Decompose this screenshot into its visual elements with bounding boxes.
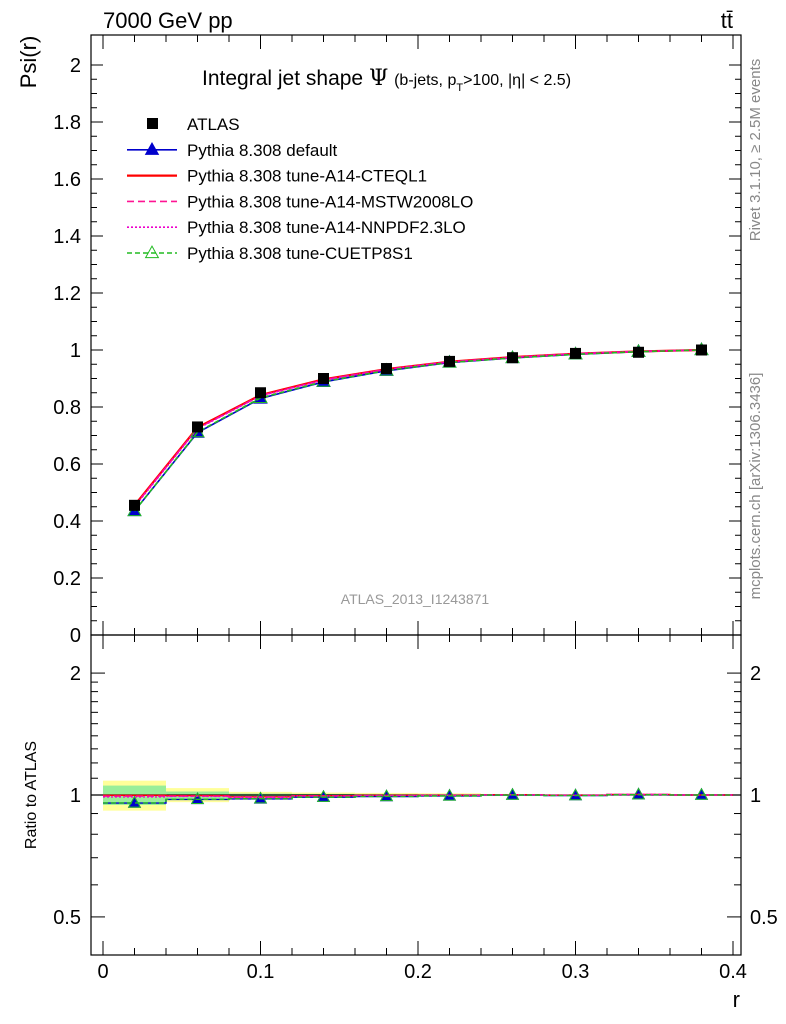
main-ytick-label: 1.8 <box>53 112 81 134</box>
legend-marker <box>144 245 160 259</box>
plot-title-sub-b: >100, |η| < 2.5) <box>463 72 571 89</box>
rivet-version-label: Rivet 3.1.10, ≥ 2.5M events <box>747 59 764 242</box>
series-line <box>133 349 702 512</box>
series-line <box>133 349 702 512</box>
ratio-series-marker <box>316 789 331 802</box>
atlas-data-point <box>570 347 581 359</box>
ratio-xtick-label: 0.3 <box>562 961 590 983</box>
plot-title-main: Integral jet shape <box>202 67 363 90</box>
ratio-xtick-label: 0.2 <box>404 961 432 983</box>
plot-title: Integral jet shape Ψ (b-jets, pT>100, |η… <box>202 66 571 94</box>
plot-title-sub-a: (b-jets, p <box>394 72 456 89</box>
legend-label: Pythia 8.308 tune-A14-NNPDF2.3LO <box>187 218 466 237</box>
atlas-data-point <box>318 373 329 384</box>
ratio-series-marker <box>127 795 142 808</box>
plot-title-sub-T: T <box>456 82 463 94</box>
ratio-ytick-label: 2 <box>70 663 81 685</box>
x-axis-label: r <box>733 987 740 1012</box>
main-ytick-label: 1.2 <box>53 283 81 305</box>
mcplots-label: mcplots.cern.ch [arXiv:1306.3436] <box>747 373 764 600</box>
atlas-data-point <box>192 421 203 433</box>
ratio-series-marker <box>190 792 205 804</box>
series-line <box>133 349 702 508</box>
ratio-series-marker <box>505 787 520 800</box>
atlas-data-point <box>129 499 140 511</box>
series-line <box>133 348 702 507</box>
beam-label: 7000 GeV pp <box>103 8 233 33</box>
ratio-series-marker <box>694 787 709 800</box>
main-ytick-label: 0.4 <box>53 511 81 533</box>
ratio-ytick-label-right: 1 <box>750 785 761 807</box>
ratio-ytick-label: 1 <box>70 785 81 807</box>
atlas-data-point <box>444 355 455 367</box>
atlas-data-point <box>255 387 266 399</box>
ratio-y-axis-label: Ratio to ATLAS <box>23 741 40 849</box>
ratio-series-marker <box>631 787 646 800</box>
main-ytick-label: 0.2 <box>53 568 81 590</box>
ratio-xtick-label: 0.4 <box>719 961 747 983</box>
legend-label: Pythia 8.308 default <box>187 141 338 160</box>
plot-title-symbol: Ψ <box>369 66 388 91</box>
atlas-data-point <box>507 352 518 364</box>
main-ytick-label: 0 <box>70 625 81 647</box>
ratio-series-marker <box>568 788 583 801</box>
legend-label: Pythia 8.308 tune-A14-MSTW2008LO <box>187 192 473 211</box>
main-ytick-label: 1.6 <box>53 169 81 191</box>
legend-atlas-label: ATLAS <box>187 115 240 134</box>
ratio-xtick-label: 0.1 <box>247 961 275 983</box>
ratio-series-marker <box>694 787 709 800</box>
ratio-series-marker <box>631 787 646 800</box>
atlas-data-point <box>381 363 392 375</box>
legend: ATLAS Pythia 8.308 default Pythia 8.308 tu… <box>127 115 473 263</box>
ratio-ytick-label: 0.5 <box>53 907 81 929</box>
legend-atlas-marker <box>147 118 158 129</box>
main-ytick-label: 0.6 <box>53 454 81 476</box>
analysis-watermark: ATLAS_2013_I1243871 <box>341 591 490 607</box>
ratio-ytick-label-right: 2 <box>750 663 761 685</box>
main-ytick-label: 0.8 <box>53 397 81 419</box>
ratio-xtick-label: 0 <box>97 961 108 983</box>
legend-label: Pythia 8.308 tune-CUETP8S1 <box>187 244 413 263</box>
ratio-panel: 0 0.1 0.2 0.3 0.4 0.5 0.5 1 1 2 2 Ratio to ATLAS r <box>23 634 778 1012</box>
atlas-data-point <box>696 344 707 356</box>
main-y-axis-label: Psi(r) <box>16 36 41 89</box>
atlas-data-point <box>633 346 644 358</box>
legend-marker <box>144 141 160 155</box>
ratio-series-marker <box>253 791 268 804</box>
ratio-ytick-label-right: 0.5 <box>750 907 778 929</box>
legend-label: Pythia 8.308 tune-A14-CTEQL1 <box>187 167 427 186</box>
series-line <box>133 349 702 507</box>
main-ytick-label: 1.4 <box>53 226 81 248</box>
ratio-series-marker <box>379 789 394 802</box>
main-ytick-label: 2 <box>70 55 81 77</box>
ratio-series-marker <box>442 788 457 801</box>
process-label: tt̄ <box>721 8 733 33</box>
main-ytick-label: 1 <box>70 340 81 362</box>
ratio-series-line <box>103 793 733 804</box>
ratio-frame <box>90 634 742 956</box>
main-panel: 0 0.2 0.4 0.6 0.8 1 1.2 1.4 1.6 1.8 2 ATLAS_2013_I… <box>16 34 742 647</box>
